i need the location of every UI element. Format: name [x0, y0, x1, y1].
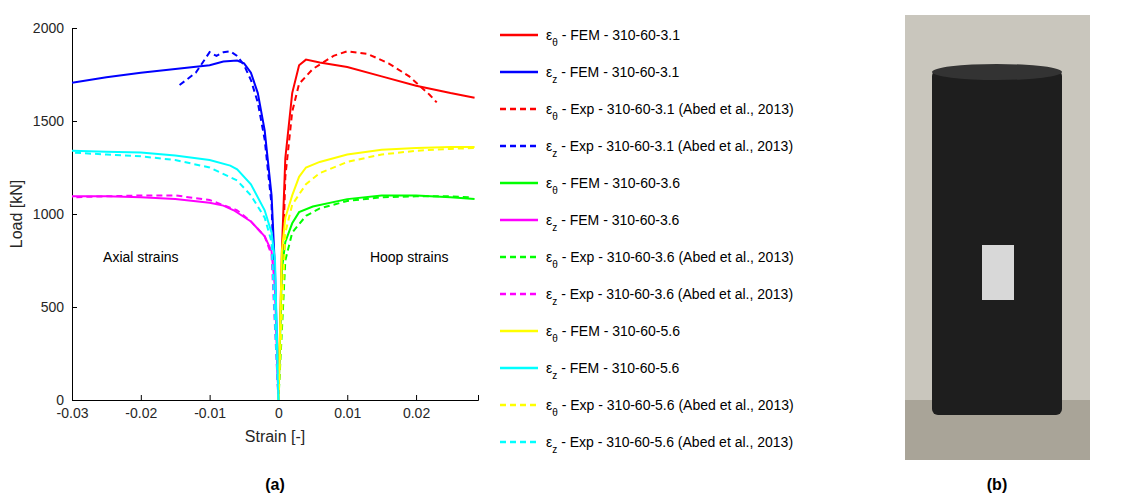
- series-line: [278, 51, 436, 400]
- legend-key: [500, 182, 538, 185]
- tick-mark: [72, 214, 77, 215]
- tick-mark: [72, 307, 77, 308]
- legend-label: εz - Exp - 310-60-3.6 (Abed et al., 2013…: [546, 286, 793, 307]
- tick: -0.02: [125, 395, 157, 421]
- legend-key: [500, 256, 538, 259]
- y-axis: 0 500 1000 1500 2000: [33, 20, 77, 408]
- legend-key: [500, 441, 538, 444]
- tick-label: 0.01: [334, 405, 361, 421]
- tick-label: 500: [41, 299, 65, 315]
- tick: 1000: [33, 206, 77, 222]
- legend-key: [500, 108, 538, 111]
- tick-label: 1500: [33, 113, 64, 129]
- series-line: [72, 151, 278, 400]
- legend-key: [500, 404, 538, 407]
- tick: 0.01: [334, 395, 361, 421]
- tick-label: 0.02: [403, 405, 430, 421]
- photo-gauge: [982, 245, 1014, 300]
- legend-key: [500, 71, 538, 74]
- tick: 2000: [33, 20, 77, 36]
- legend-key: [500, 219, 538, 222]
- photo-placeholder: [905, 15, 1090, 460]
- tick-label: -0.01: [194, 405, 226, 421]
- tick: 0.02: [403, 395, 430, 421]
- legend-label: εθ - FEM - 310-60-5.6: [546, 323, 680, 344]
- y-axis-title: Load [kN]: [8, 180, 25, 248]
- plot-area: [72, 51, 475, 400]
- tick: 500: [41, 299, 77, 315]
- legend-label: εθ - Exp - 310-60-5.6 (Abed et al., 2013…: [546, 397, 794, 418]
- legend-key: [500, 330, 538, 333]
- legend-label: εθ - FEM - 310-60-3.6: [546, 175, 680, 196]
- tick-mark: [210, 395, 211, 400]
- legend-label: εz - FEM - 310-60-3.1: [546, 64, 680, 85]
- legend-key: [500, 34, 538, 37]
- panel-label: (a): [265, 476, 285, 493]
- panel-label: (b): [987, 476, 1007, 493]
- series-line: [278, 148, 474, 400]
- series-line: [278, 195, 474, 400]
- series-line: [72, 61, 278, 400]
- series-line: [72, 195, 278, 400]
- figure: -0.03-0.02-0.0100.010.020500100015002000…: [0, 0, 1137, 501]
- annotation: Hoop strains: [370, 249, 449, 265]
- legend-key: [500, 367, 538, 370]
- y-axis-line: [73, 29, 78, 401]
- photo-cylinder-top: [932, 64, 1062, 80]
- legend-label: εθ - FEM - 310-60-3.1: [546, 27, 680, 48]
- legend-label: εθ - Exp - 310-60-3.1 (Abed et al., 2013…: [546, 101, 794, 122]
- tick-mark: [72, 28, 77, 29]
- tick-label: 0: [56, 392, 64, 408]
- legend-label: εz - Exp - 310-60-3.1 (Abed et al., 2013…: [546, 138, 793, 159]
- x-axis-line: [73, 395, 479, 401]
- legend: εθ - FEM - 310-60-3.1 εz - FEM - 310-60-3…: [500, 27, 794, 455]
- tick: 0: [56, 392, 77, 408]
- legend-key: [500, 293, 538, 296]
- series-line: [278, 196, 471, 400]
- tick-mark: [141, 395, 142, 400]
- photo-background: [905, 15, 1090, 460]
- legend-label: εz - FEM - 310-60-3.6: [546, 212, 680, 233]
- legend-label: εθ - Exp - 310-60-3.6 (Abed et al., 2013…: [546, 249, 794, 270]
- tick-mark: [72, 400, 77, 401]
- annotation: Axial strains: [103, 249, 178, 265]
- tick-label: 0: [275, 405, 283, 421]
- series-line: [179, 51, 279, 400]
- series-line: [278, 147, 474, 400]
- tick: -0.01: [194, 395, 226, 421]
- tick-label: -0.02: [125, 405, 157, 421]
- tick-mark: [72, 121, 77, 122]
- legend-key: [500, 145, 538, 148]
- series-line: [72, 153, 278, 400]
- tick-mark: [416, 395, 417, 400]
- series-line: [72, 196, 278, 400]
- x-axis-title: Strain [-]: [245, 428, 305, 445]
- photo-cylinder: [932, 70, 1062, 415]
- x-axis: -0.03-0.02-0.0100.010.02: [57, 395, 479, 421]
- legend-label: εz - Exp - 310-60-5.6 (Abed et al., 2013…: [546, 434, 793, 455]
- tick: 1500: [33, 113, 77, 129]
- tick-label: 2000: [33, 20, 64, 36]
- tick-mark: [347, 395, 348, 400]
- series-line: [278, 60, 474, 400]
- tick-label: 1000: [33, 206, 64, 222]
- legend-label: εz - FEM - 310-60-5.6: [546, 360, 680, 381]
